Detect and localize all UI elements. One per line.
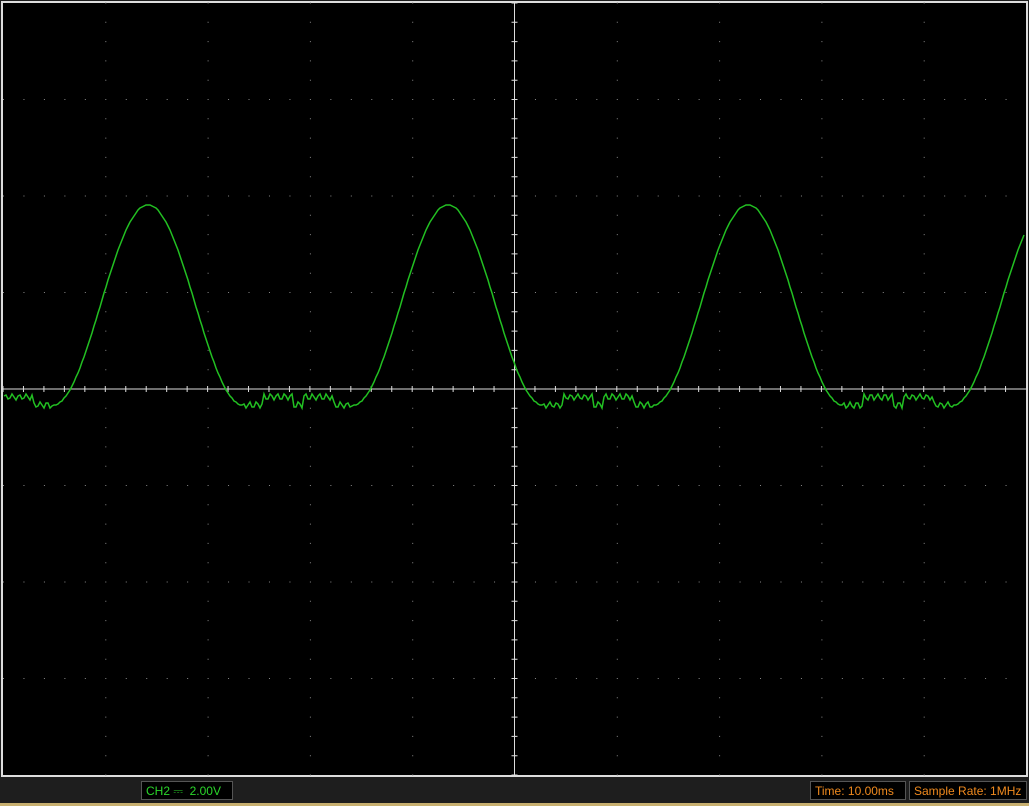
scope-screen bbox=[1, 1, 1028, 777]
channel-label: CH2 ⎓ bbox=[146, 784, 183, 798]
channel-box: CH2 ⎓ 2.00V bbox=[141, 781, 233, 800]
volts-label: 2.00V bbox=[189, 784, 221, 798]
grid bbox=[2, 2, 1026, 776]
time-box: Time: 10.00ms bbox=[810, 781, 906, 800]
bottom-border bbox=[0, 803, 1029, 806]
waveform-trace bbox=[3, 204, 1025, 411]
sample-rate-box: Sample Rate: 1MHz bbox=[909, 781, 1027, 800]
axis-ticks bbox=[2, 2, 1007, 776]
